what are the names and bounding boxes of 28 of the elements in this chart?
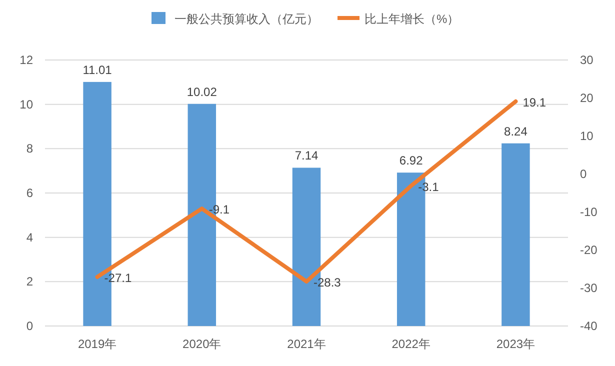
- y2tick: -30: [580, 281, 598, 295]
- legend-text: 一般公共预算收入（亿元）: [174, 12, 318, 26]
- y2tick: -40: [580, 319, 598, 333]
- ytick: 2: [26, 274, 33, 289]
- y2tick: 0: [580, 167, 587, 181]
- xtick: 2019年: [78, 337, 117, 351]
- data-label: 6.92: [399, 154, 423, 168]
- ytick: 8: [26, 142, 33, 156]
- y2tick: 10: [580, 129, 594, 143]
- ytick: 4: [26, 230, 33, 244]
- y2tick: -20: [580, 243, 598, 257]
- y2tick: 30: [580, 53, 594, 67]
- y2tick: -10: [580, 205, 598, 219]
- ytick: 12: [20, 53, 33, 67]
- xtick: 2020年: [182, 337, 222, 351]
- data-label: 11.01: [82, 62, 112, 77]
- data-label: 10.02: [186, 84, 217, 99]
- ytick: 6: [26, 186, 33, 200]
- data-label: 8.24: [504, 124, 528, 138]
- ytick: 10: [20, 97, 33, 112]
- ytick: 0: [26, 319, 33, 333]
- y2tick: 20: [580, 91, 594, 105]
- xtick: 2022年: [392, 337, 430, 351]
- data-label: 19.1: [522, 95, 546, 110]
- data-label: 7.14: [294, 148, 318, 163]
- xtick: 2023年: [496, 337, 536, 351]
- xtick: 2021年: [287, 337, 326, 351]
- legend-text: 比上年增长（%）: [364, 12, 460, 26]
